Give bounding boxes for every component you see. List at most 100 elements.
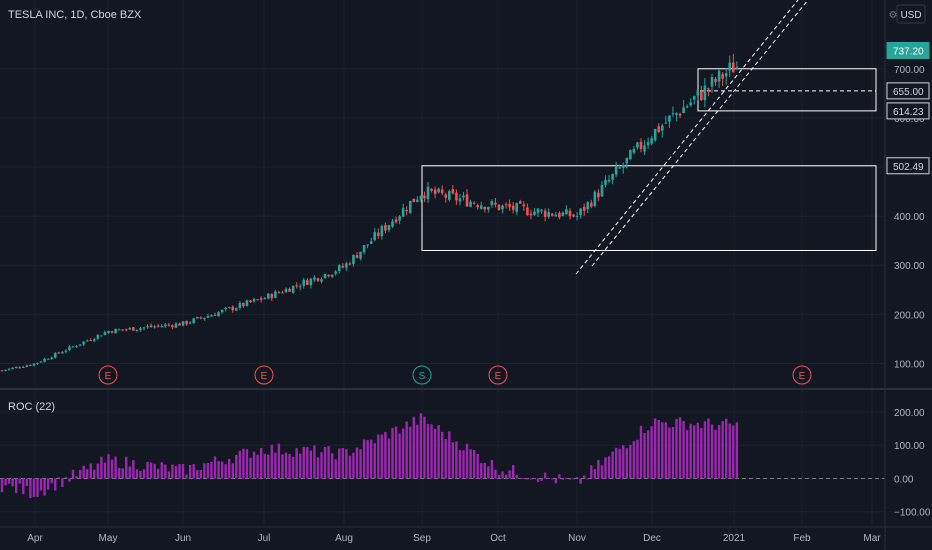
roc-bar [213,456,217,479]
roc-bar [267,454,270,479]
candle-body [36,362,39,364]
roc-bar [433,428,437,479]
candle-body [550,213,554,216]
candle-body [469,201,472,207]
roc-bar [149,462,153,479]
candle-body [629,150,632,160]
roc-bar [320,452,323,479]
roc-bar [196,470,199,479]
candle-body [689,102,692,106]
x-tick-label: May [99,533,118,544]
candle-body [593,191,597,207]
roc-bar [707,418,710,479]
roc-bar [629,444,632,479]
candle-body [692,96,696,100]
roc-bar [671,427,675,479]
roc-bar [725,418,728,479]
currency-button-frame[interactable] [896,4,926,24]
roc-bar [4,478,7,486]
roc-bar [348,455,352,479]
roc-bar [370,439,373,479]
currency-button[interactable]: USD [896,4,926,24]
roc-bar [458,450,462,479]
roc-bar [494,469,497,479]
roc-bar [661,422,664,479]
candle-body [621,165,625,168]
candle-body [533,211,536,216]
candle-body [188,322,192,324]
candle-body [504,204,508,206]
candle-body [590,202,593,207]
roc-bar [249,457,252,479]
candle-body [82,341,85,345]
candle-body [206,316,210,318]
candle-body [231,306,235,311]
candle-body [558,213,561,218]
roc-bar [430,424,433,479]
candle-body [543,210,547,217]
roc-bar [135,469,139,479]
candle-body [511,205,515,210]
candle-body [14,366,18,369]
candle-body [124,329,128,331]
x-tick-label: Mar [863,533,881,544]
roc-bar [210,461,213,479]
candle-body [668,115,671,122]
roc-bar [394,426,398,479]
currency-label[interactable]: USD [900,10,921,21]
candle-body [210,315,213,317]
roc-bar [373,443,376,479]
settings-icon[interactable]: ⚙ [889,10,898,21]
chart-title: TESLA INC, 1D, Cboe BZX [8,9,142,21]
candle-body [359,251,362,259]
candle-body [18,367,22,369]
roc-bar [465,443,469,479]
roc-bar [323,447,327,479]
candle-body [472,202,476,204]
candle-body [515,203,519,212]
roc-bar [68,478,71,482]
roc-bar [327,446,330,479]
roc-bar [110,459,114,479]
roc-tick-label: −100.00 [894,508,931,519]
roc-bar [501,471,504,479]
roc-bar [568,478,572,480]
candle-body [611,174,614,180]
roc-bar [597,459,600,479]
roc-bar [15,478,18,494]
roc-tick-label: 100.00 [894,441,925,452]
roc-bar [600,465,604,479]
roc-bar [717,425,721,479]
price-tick-label: 700.00 [894,65,925,76]
roc-bar [341,447,344,479]
roc-indicator-title: ROC (22) [8,401,55,413]
roc-bar [391,428,394,479]
candle-body [565,209,568,215]
x-tick-label: Nov [568,533,586,544]
level-label-655: 655.00 [893,87,924,98]
roc-bar [448,431,451,479]
event-marker-circle [98,365,118,385]
roc-bar [423,416,426,479]
candle-body [43,358,46,362]
candle-body [575,215,579,217]
candle-body [29,364,32,366]
roc-bar [668,427,671,479]
candle-body [522,204,526,207]
event-marker-circle [792,365,812,385]
roc-bar [604,457,607,479]
roc-bar [526,478,529,480]
candle-body [430,188,433,191]
roc-bar [515,474,518,479]
candle-body [437,188,440,193]
price-tick-label: 200.00 [894,310,925,321]
candle-body [508,204,511,208]
price-tick-label: 300.00 [894,261,925,272]
roc-bar [614,447,618,479]
roc-bar [107,454,110,479]
candle-body [139,328,142,330]
roc-bar [732,425,735,479]
candle-body [582,206,586,211]
candle-body [185,320,188,325]
